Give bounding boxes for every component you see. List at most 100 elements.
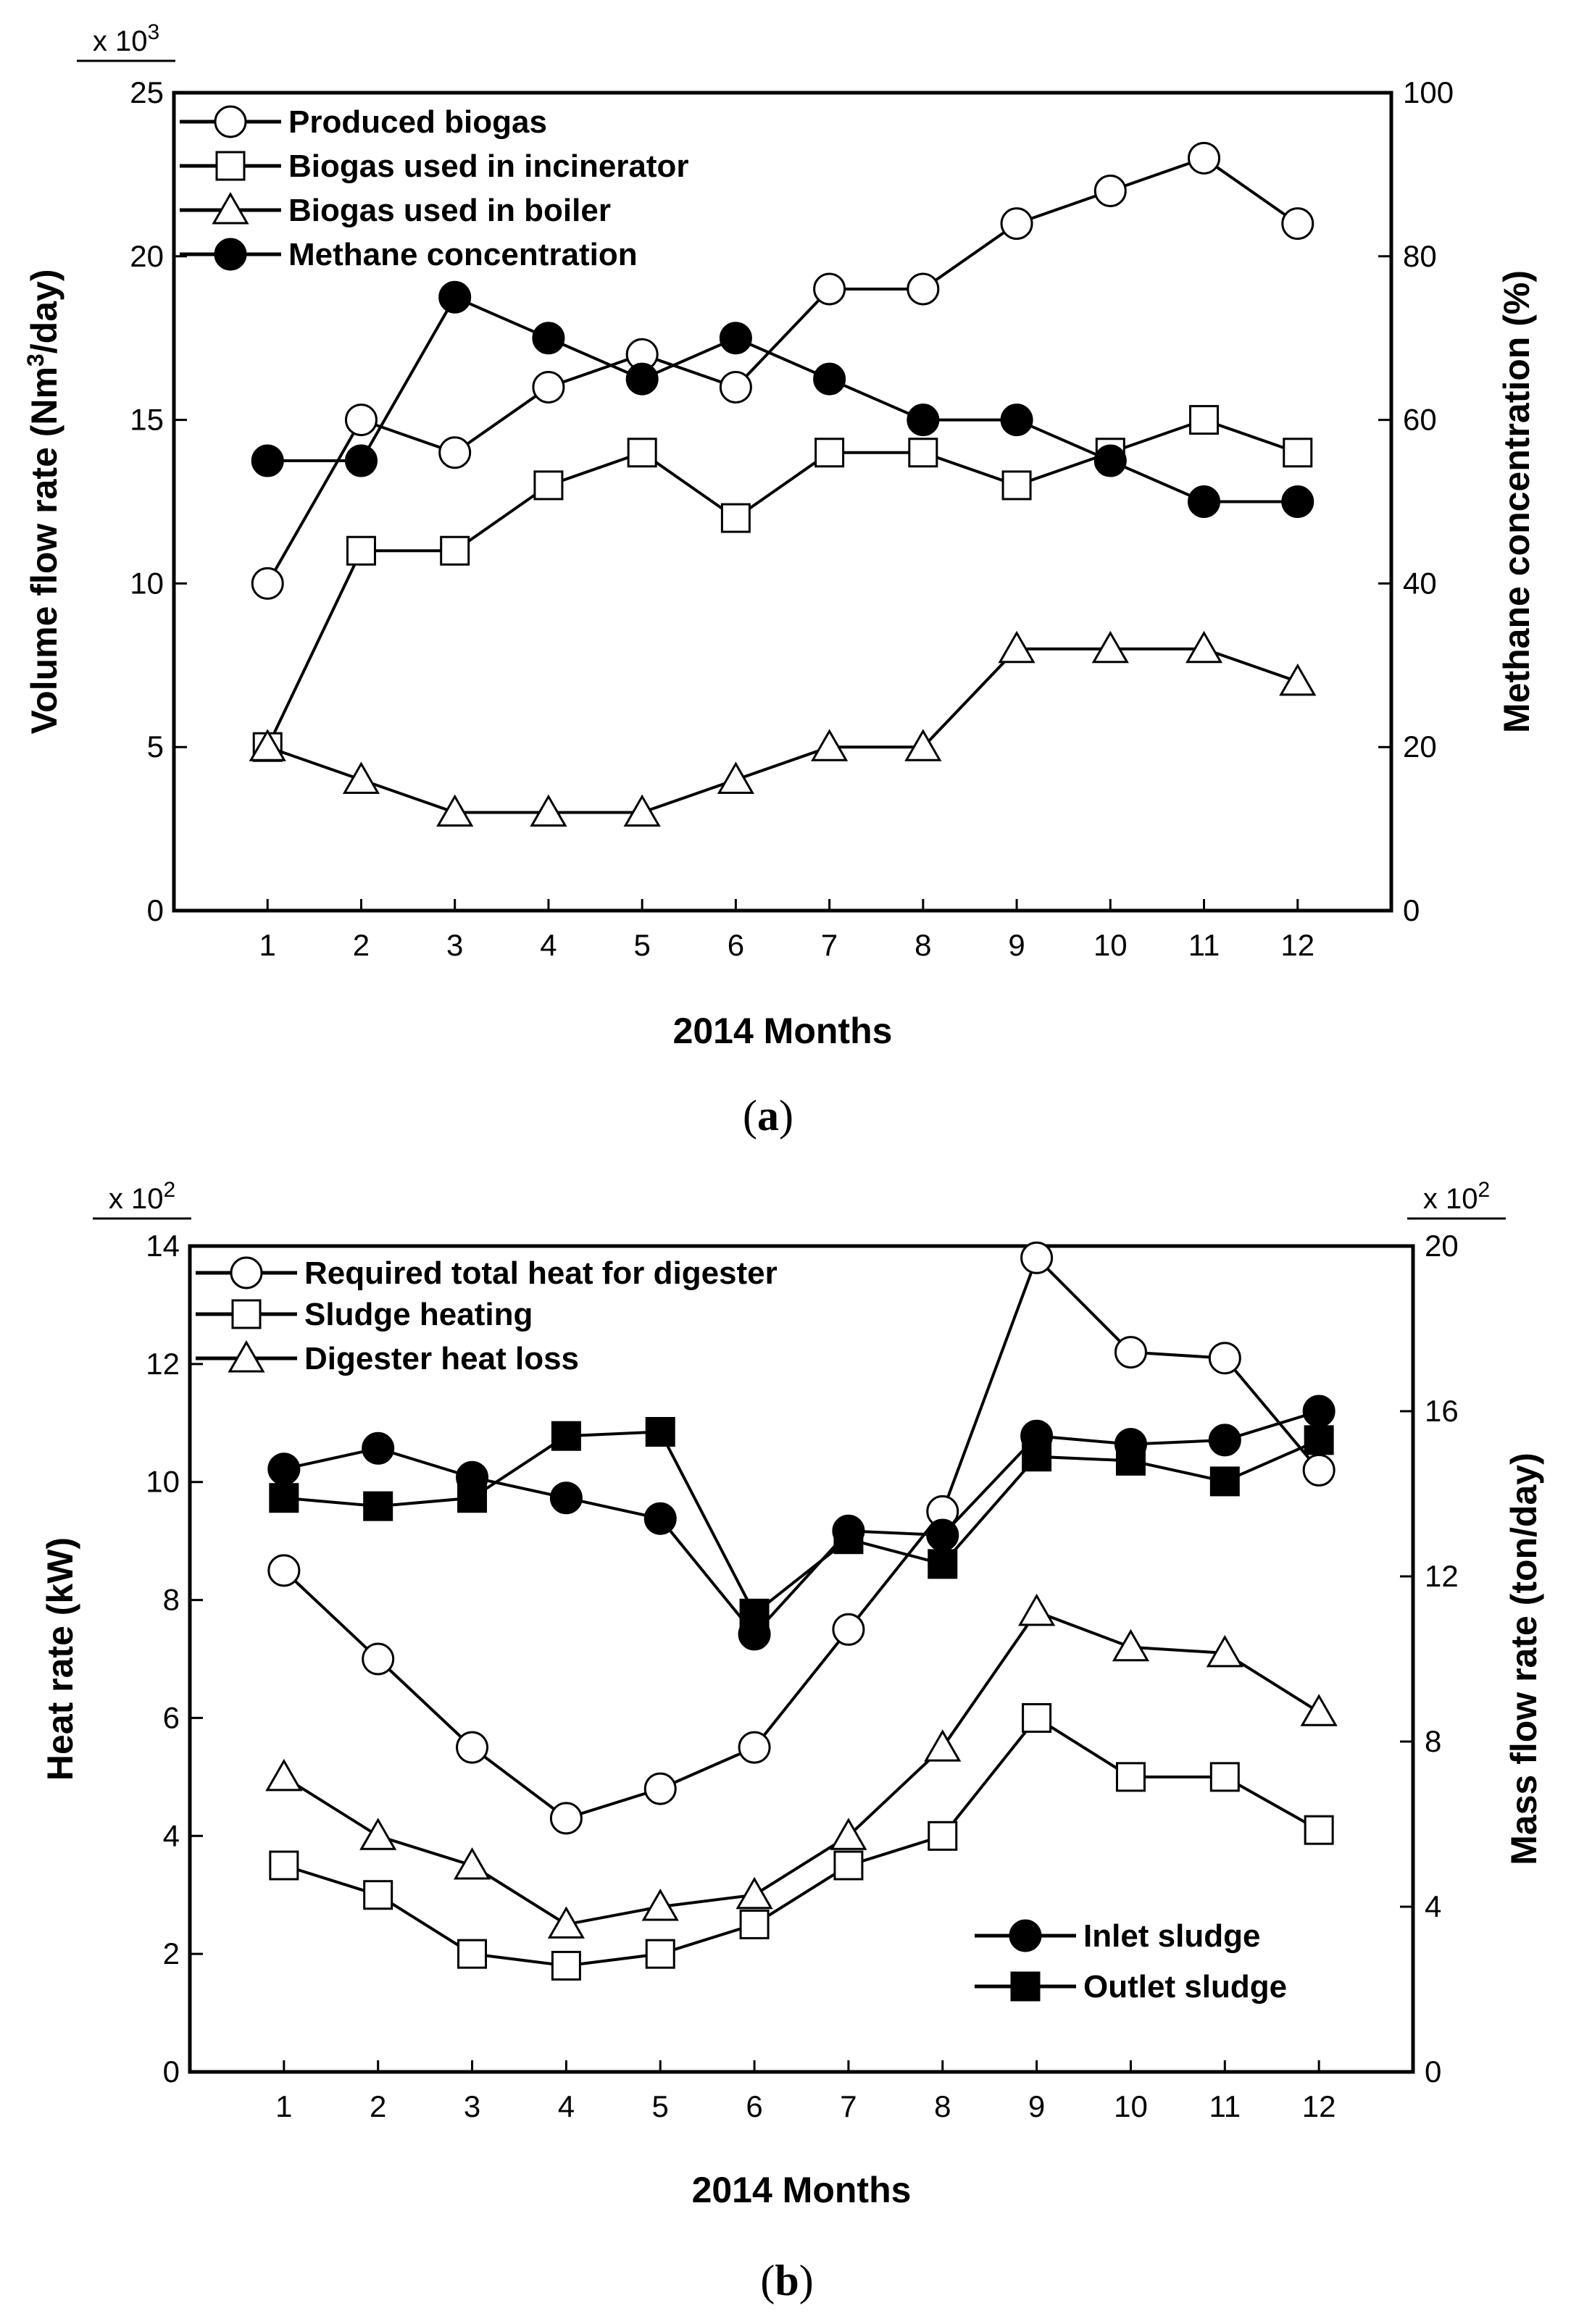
- legend-label: Digester heat loss: [304, 1341, 579, 1376]
- data-point-required-total-heat-for-digester: [1302, 1453, 1335, 1487]
- data-point-biogas-used-in-boiler: [623, 794, 661, 827]
- data-point-outlet-sludge: [1115, 1445, 1146, 1476]
- y2-tick-label: 0: [1403, 893, 1420, 927]
- data-point-digester-heat-loss: [453, 1847, 491, 1880]
- data-point-digester-heat-loss: [1018, 1593, 1056, 1626]
- data-point-produced-biogas: [251, 567, 284, 600]
- series-line-digester-heat-loss: [283, 1610, 1320, 1926]
- data-point-inlet-sludge: [549, 1481, 583, 1515]
- data-point-biogas-used-in-boiler: [342, 761, 380, 794]
- y-multiplier: x 103: [93, 20, 159, 57]
- data-point-inlet-sludge: [643, 1502, 677, 1535]
- y2-multiplier-exponent: 2: [1478, 1178, 1490, 1202]
- caption-paren: (: [760, 2257, 775, 2304]
- data-point-required-total-heat-for-digester: [456, 1731, 489, 1764]
- data-point-methane-concentration: [1000, 404, 1033, 437]
- data-point-outlet-sludge: [1209, 1466, 1240, 1497]
- legend-marker: [1009, 1919, 1042, 1952]
- y2-tick-label: 40: [1403, 566, 1437, 600]
- x-tick-label: 10: [1093, 928, 1128, 962]
- y2-tick-label: 20: [1403, 730, 1437, 764]
- y2-tick-label: 80: [1403, 239, 1437, 273]
- legend-item-sludge-heating: Sludge heating: [196, 1297, 533, 1332]
- data-point-required-total-heat-for-digester: [1114, 1336, 1147, 1369]
- x-tick-label: 3: [464, 2089, 480, 2123]
- y2-multiplier-base: x 10: [1423, 1183, 1478, 1215]
- data-point-biogas-used-in-incinerator: [346, 535, 376, 566]
- legend-marker: [1010, 1971, 1041, 2002]
- data-point-biogas-used-in-boiler: [998, 630, 1035, 664]
- y2-tick-label: 8: [1425, 1724, 1441, 1758]
- data-point-sludge-heating: [1022, 1702, 1052, 1733]
- data-point-outlet-sludge: [928, 1549, 958, 1579]
- series-biogas-used-in-boiler: [249, 630, 1317, 827]
- x-tick-label: 7: [840, 2089, 857, 2123]
- data-point-sludge-heating: [928, 1821, 958, 1851]
- legend-label: Produced biogas: [288, 104, 547, 140]
- series-produced-biogas: [251, 141, 1314, 600]
- data-point-produced-biogas: [1000, 207, 1033, 241]
- y-tick-label: 5: [147, 730, 164, 764]
- y2-tick-label: 16: [1425, 1394, 1459, 1428]
- data-point-methane-concentration: [1188, 485, 1221, 518]
- plot-frame: [188, 1244, 1415, 2074]
- series-line-outlet-sludge: [283, 1430, 1320, 1616]
- data-point-outlet-sludge: [833, 1524, 864, 1555]
- data-point-produced-biogas: [813, 272, 846, 306]
- y-multiplier-exponent: 3: [147, 20, 159, 44]
- data-point-produced-biogas: [344, 404, 378, 437]
- data-point-outlet-sludge: [363, 1491, 393, 1521]
- legend-item-methane-concentration: Methane concentration: [180, 237, 638, 272]
- data-point-produced-biogas: [532, 370, 565, 404]
- legend-item-biogas-used-in-boiler: Biogas used in boiler: [180, 191, 611, 228]
- data-point-biogas-used-in-incinerator: [720, 503, 751, 533]
- x-tick-label: 1: [275, 2089, 292, 2123]
- y-multiplier-base: x 10: [109, 1183, 164, 1215]
- data-point-methane-concentration: [625, 362, 659, 396]
- figure-caption: (b): [760, 2257, 813, 2304]
- series-line-biogas-used-in-incinerator: [266, 418, 1299, 748]
- y-tick-label: 6: [163, 1700, 180, 1734]
- data-point-produced-biogas: [719, 370, 752, 404]
- data-point-sludge-heating: [363, 1880, 393, 1910]
- x-tick-label: 12: [1280, 928, 1314, 962]
- y-axis-title-part: /day): [24, 269, 64, 354]
- y-multiplier-exponent: 2: [163, 1178, 175, 1202]
- data-point-digester-heat-loss: [359, 1818, 397, 1850]
- data-point-required-total-heat-for-digester: [832, 1613, 865, 1646]
- y-multiplier-base: x 10: [93, 25, 148, 57]
- legend-marker: [215, 151, 246, 181]
- x-tick-label: 8: [934, 2089, 951, 2123]
- x-tick-label: 2: [370, 2089, 386, 2123]
- data-point-methane-concentration: [719, 322, 752, 355]
- legend-marker: [214, 105, 247, 138]
- series-required-total-heat-for-digester: [267, 1241, 1335, 1835]
- legend-item-produced-biogas: Produced biogas: [180, 104, 547, 140]
- x-tick-label: 2: [353, 928, 370, 962]
- data-point-methane-concentration: [438, 280, 472, 314]
- y2-tick-label: 4: [1425, 1889, 1441, 1923]
- data-point-outlet-sludge: [551, 1421, 581, 1451]
- y-axis-title-superscript: 3: [22, 354, 49, 367]
- data-point-methane-concentration: [1281, 485, 1314, 518]
- legend-label: Biogas used in boiler: [288, 193, 611, 228]
- data-point-required-total-heat-for-digester: [549, 1802, 583, 1835]
- y2-tick-label: 60: [1403, 403, 1437, 437]
- data-point-produced-biogas: [438, 436, 472, 469]
- data-point-biogas-used-in-incinerator: [1189, 405, 1220, 435]
- data-point-methane-concentration: [532, 322, 565, 355]
- data-point-required-total-heat-for-digester: [267, 1554, 301, 1587]
- legend-marker: [230, 1256, 263, 1290]
- legend-label: Inlet sludge: [1083, 1918, 1260, 1954]
- caption-paren: ): [779, 1092, 793, 1140]
- data-point-sludge-heating: [457, 1939, 488, 1969]
- data-point-biogas-used-in-incinerator: [533, 470, 564, 501]
- x-tick-label: 6: [728, 928, 744, 962]
- data-point-produced-biogas: [907, 272, 940, 306]
- data-point-digester-heat-loss: [547, 1906, 585, 1939]
- data-point-biogas-used-in-boiler: [1185, 630, 1223, 664]
- series-line-biogas-used-in-boiler: [267, 647, 1299, 814]
- data-point-biogas-used-in-incinerator: [1001, 470, 1032, 501]
